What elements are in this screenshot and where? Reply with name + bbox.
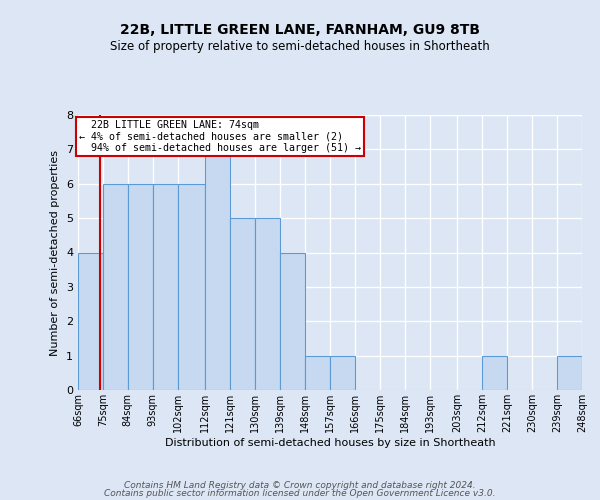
- Bar: [557, 356, 582, 390]
- Text: 22B, LITTLE GREEN LANE, FARNHAM, GU9 8TB: 22B, LITTLE GREEN LANE, FARNHAM, GU9 8TB: [120, 22, 480, 36]
- Text: 22B LITTLE GREEN LANE: 74sqm
← 4% of semi-detached houses are smaller (2)
  94% : 22B LITTLE GREEN LANE: 74sqm ← 4% of sem…: [79, 120, 361, 154]
- Text: Size of property relative to semi-detached houses in Shortheath: Size of property relative to semi-detach…: [110, 40, 490, 53]
- Bar: [230, 218, 255, 390]
- X-axis label: Distribution of semi-detached houses by size in Shortheath: Distribution of semi-detached houses by …: [164, 438, 496, 448]
- Bar: [178, 184, 205, 390]
- Bar: [482, 356, 507, 390]
- Bar: [78, 252, 103, 390]
- Bar: [205, 150, 230, 390]
- Bar: [255, 218, 280, 390]
- Bar: [305, 356, 330, 390]
- Y-axis label: Number of semi-detached properties: Number of semi-detached properties: [50, 150, 61, 356]
- Text: Contains HM Land Registry data © Crown copyright and database right 2024.: Contains HM Land Registry data © Crown c…: [124, 480, 476, 490]
- Bar: [103, 184, 128, 390]
- Bar: [128, 184, 153, 390]
- Text: Contains public sector information licensed under the Open Government Licence v3: Contains public sector information licen…: [104, 489, 496, 498]
- Bar: [280, 252, 305, 390]
- Bar: [153, 184, 178, 390]
- Bar: [330, 356, 355, 390]
